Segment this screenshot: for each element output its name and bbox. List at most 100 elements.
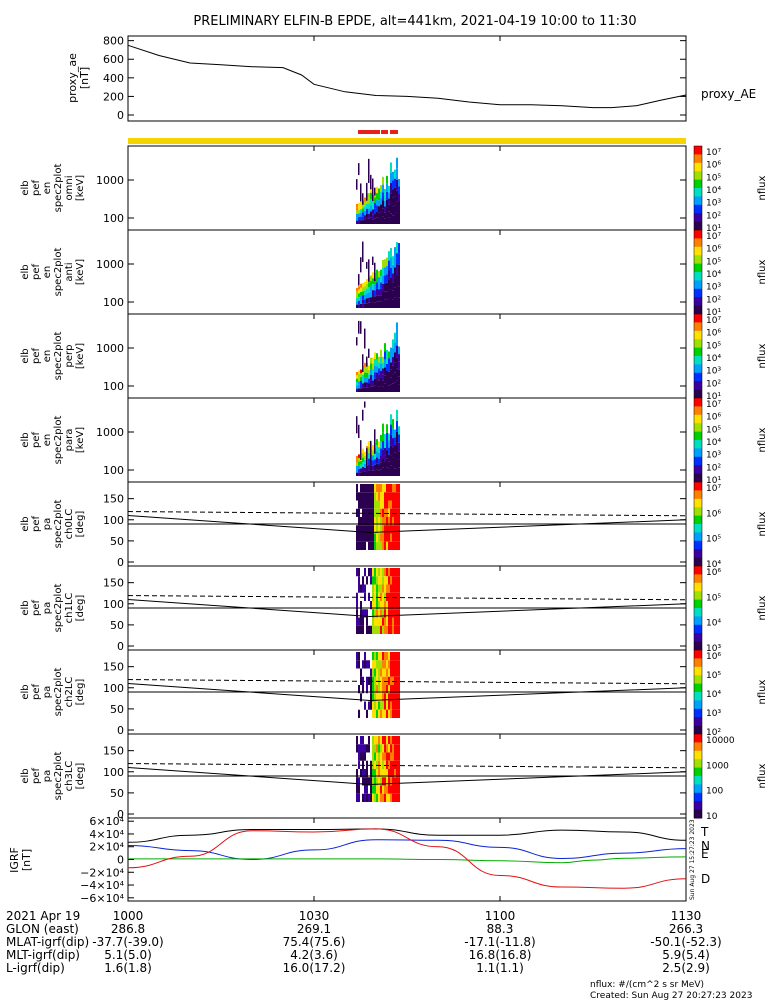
spec-cell xyxy=(382,184,384,193)
spec-ylabel: [deg] xyxy=(75,763,86,790)
colorbar-segment xyxy=(694,629,702,634)
spec-cell xyxy=(366,525,368,534)
spec-cell xyxy=(394,760,396,769)
colorbar-segment xyxy=(694,503,702,508)
spec-cell xyxy=(356,301,358,305)
colorbar-segment xyxy=(694,322,702,328)
spec-cell xyxy=(390,652,392,661)
spec-cell xyxy=(360,625,362,634)
spec-cell xyxy=(362,492,364,501)
spec-cell xyxy=(372,450,374,456)
spec-cell xyxy=(380,356,382,364)
spec-cell xyxy=(364,210,366,216)
spec-ylabel: ch2LC xyxy=(64,677,75,708)
spec-cell xyxy=(364,471,366,476)
spec-cell xyxy=(366,660,368,669)
spec-cell xyxy=(390,500,392,509)
spec-cell xyxy=(370,205,372,212)
igrf-ytick-label: 6×10⁴ xyxy=(89,815,124,828)
spec-cell xyxy=(372,363,374,370)
spec-ylabel: en xyxy=(42,182,53,195)
ae-frame xyxy=(127,35,687,122)
spec-cell xyxy=(378,592,380,601)
spec-cell xyxy=(380,660,382,669)
spec-cell xyxy=(378,668,380,677)
igrf-line-d xyxy=(127,828,687,889)
spec-cell xyxy=(372,256,374,265)
spec-cell xyxy=(366,298,368,304)
spec-ylabel: en xyxy=(42,434,53,447)
spec-ylabel: para xyxy=(64,429,75,452)
spec-cell xyxy=(366,471,368,476)
spec-cell xyxy=(370,186,372,193)
spec-ytick-label: 150 xyxy=(103,661,124,674)
spec-cell xyxy=(358,625,360,634)
spec-cell xyxy=(368,500,370,509)
spec-cell xyxy=(376,359,378,367)
spec-cell xyxy=(368,525,370,534)
spec-cell xyxy=(382,508,384,517)
spec-cell xyxy=(362,354,364,373)
spec-cell xyxy=(398,484,400,493)
spec-cell xyxy=(364,785,366,794)
spec-cell xyxy=(368,508,370,517)
spec-cell xyxy=(390,288,392,299)
spec-cell xyxy=(386,793,388,802)
spec-cell xyxy=(396,541,398,550)
spec-cell xyxy=(376,451,378,458)
spec-cell xyxy=(398,777,400,786)
spec-frame xyxy=(127,397,687,483)
spec-ylabel: spec2plot xyxy=(53,752,64,801)
spec-cell xyxy=(396,212,398,224)
ae-ylabel-1: proxy_ae xyxy=(66,53,79,103)
spec-cell xyxy=(396,777,398,786)
spec-cell xyxy=(398,601,400,610)
colorbar-segment xyxy=(694,545,702,550)
spec-cell xyxy=(378,777,380,786)
spec-cell xyxy=(396,297,398,308)
spec-cell xyxy=(390,584,392,593)
spec-cell xyxy=(398,216,400,224)
colorbar-tick: 10⁷ xyxy=(706,232,721,242)
spec-cell xyxy=(386,484,388,493)
colorbar-tick: 10³ xyxy=(706,199,721,209)
spec-cell xyxy=(372,460,374,466)
spec-cell xyxy=(376,541,378,550)
spec-cell xyxy=(384,668,386,677)
spec-cell xyxy=(398,625,400,634)
colorbar-segment xyxy=(694,192,702,197)
spec-cell xyxy=(364,660,366,669)
spec-cell xyxy=(366,625,368,634)
spec-cell xyxy=(382,660,384,669)
spec-cell xyxy=(394,736,396,745)
colorbar-segment xyxy=(694,813,702,819)
spec-cell xyxy=(394,769,396,778)
spec-cell xyxy=(360,440,362,460)
spec-cell xyxy=(364,541,366,550)
spec-cell xyxy=(398,744,400,753)
spec-cell xyxy=(384,601,386,610)
legend-d: D xyxy=(701,872,710,886)
spec-cell xyxy=(384,652,386,661)
spec-cell xyxy=(394,169,396,179)
spec-cell xyxy=(368,259,370,282)
spec-cell xyxy=(362,462,364,467)
spec-cell xyxy=(378,289,380,296)
spec-cell xyxy=(390,576,392,585)
spec-cell xyxy=(374,676,376,685)
spec-cell xyxy=(396,508,398,517)
spec-cell xyxy=(384,206,386,213)
colorbar-segment xyxy=(694,650,702,655)
spec-cell xyxy=(394,187,396,197)
spec-cell xyxy=(362,500,364,509)
spec-cell xyxy=(370,769,372,778)
spec-cell xyxy=(372,357,374,364)
spec-cell xyxy=(368,568,370,577)
spec-cell xyxy=(374,290,376,297)
spec-cell xyxy=(372,296,374,303)
spec-cell xyxy=(386,492,388,501)
